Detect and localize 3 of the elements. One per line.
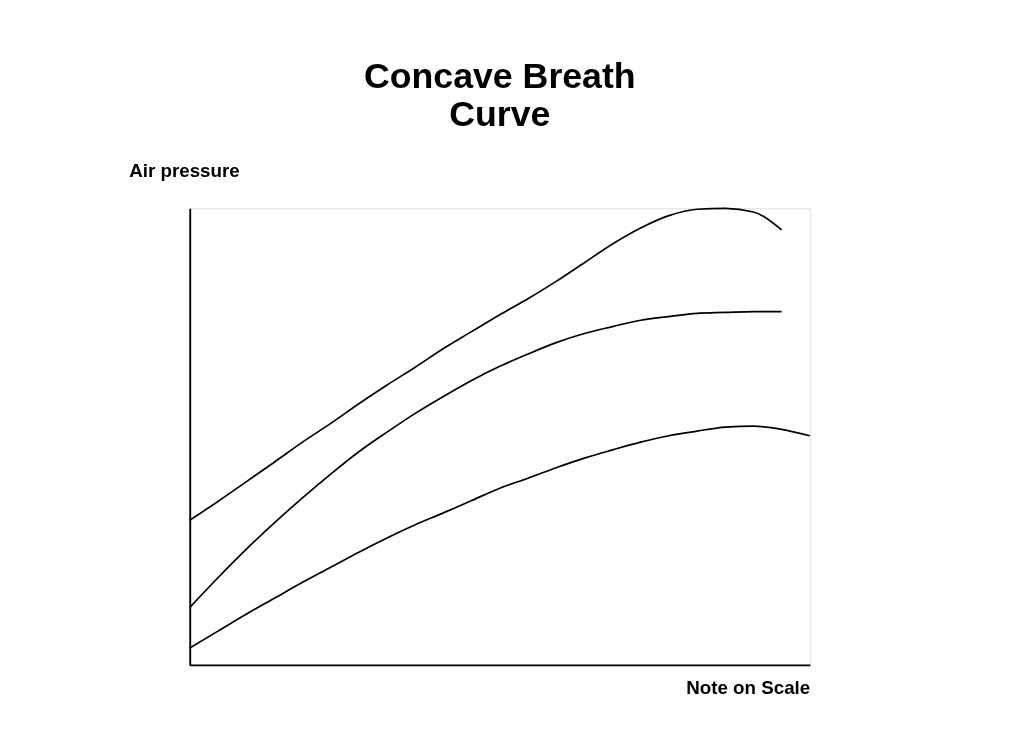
y-axis-title: Air pressure bbox=[129, 159, 240, 181]
x-axis-title: Note on Scale bbox=[686, 676, 811, 698]
chart-title: Concave Breath Curve bbox=[363, 56, 636, 134]
